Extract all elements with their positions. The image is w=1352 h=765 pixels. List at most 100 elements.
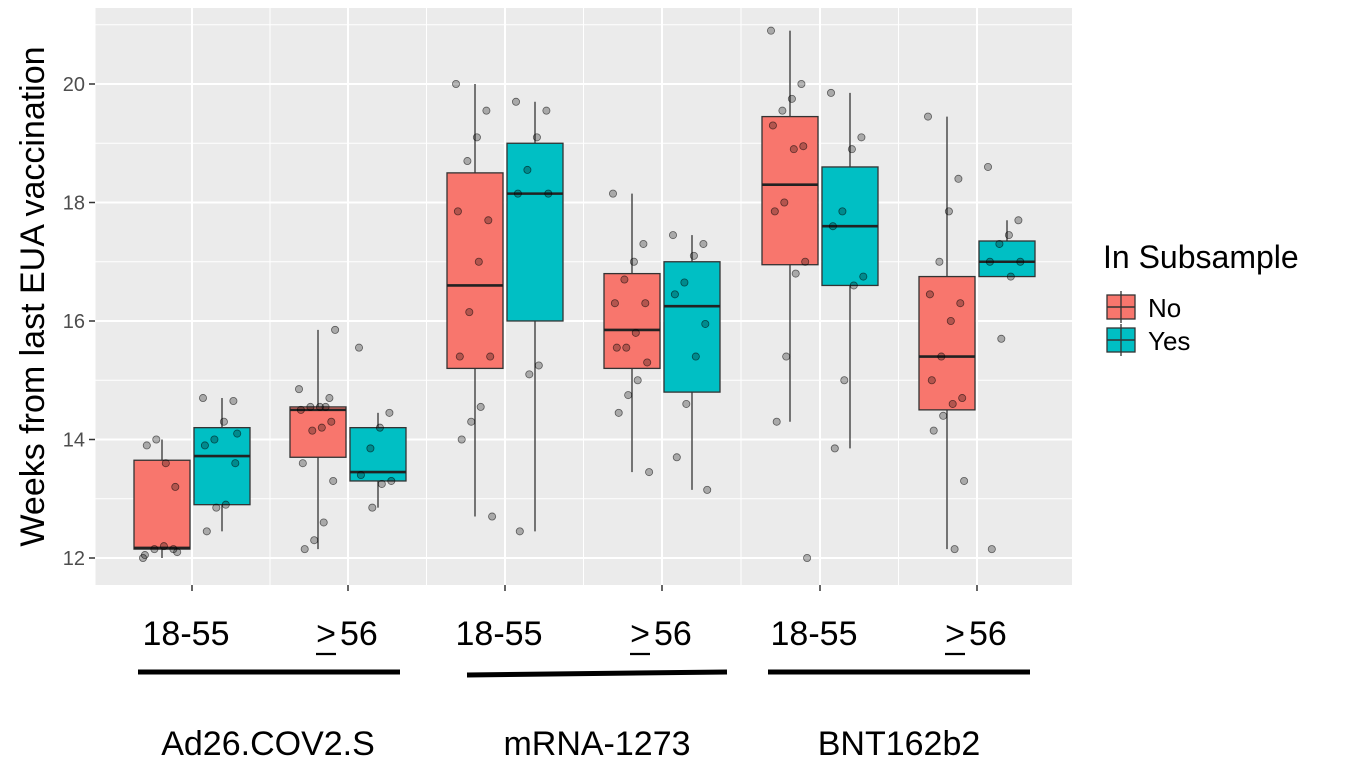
data-point: [453, 207, 462, 216]
data-point: [985, 257, 994, 266]
age-group-label: 18-55: [143, 615, 230, 653]
data-point: [960, 476, 969, 485]
data-point: [643, 358, 652, 367]
data-point: [488, 512, 497, 521]
data-point: [770, 207, 779, 216]
data-point: [767, 26, 776, 35]
age-group-label: 56: [969, 615, 1007, 653]
y-axis: 12 14 16 18 20: [63, 74, 95, 570]
x-axis: 18-55 >56 18-55 >56 18-55 >56 Ad26.COV2.S mRNA-…: [138, 585, 1030, 763]
data-point: [622, 343, 631, 352]
data-point: [799, 142, 808, 151]
data-point: [772, 417, 781, 426]
data-point: [329, 476, 338, 485]
data-point: [532, 133, 541, 142]
data-point: [944, 207, 953, 216]
data-point: [995, 239, 1004, 248]
data-point: [984, 162, 993, 171]
data-point: [609, 189, 618, 198]
box-no: [446, 84, 504, 517]
legend-key-yes: [1106, 324, 1136, 356]
data-point: [699, 239, 708, 248]
data-point: [624, 391, 633, 400]
data-point: [544, 189, 553, 198]
data-point: [1016, 257, 1025, 266]
data-point: [768, 121, 777, 130]
data-point: [849, 281, 858, 290]
data-point: [451, 80, 460, 89]
age-group-prefix: >: [630, 615, 650, 653]
box-body: [506, 142, 564, 322]
box-body: [446, 172, 504, 370]
data-point: [610, 299, 619, 308]
y-tick-label: 14: [63, 430, 85, 452]
box-yes: [506, 101, 564, 532]
data-point: [645, 468, 654, 477]
data-point: [161, 459, 170, 468]
data-point: [1014, 216, 1023, 225]
data-point: [472, 133, 481, 142]
data-point: [803, 554, 812, 563]
y-tick-label: 18: [63, 193, 85, 215]
data-point: [229, 396, 238, 405]
data-point: [791, 269, 800, 278]
data-point: [935, 257, 944, 266]
data-point: [542, 106, 551, 115]
box-body: [663, 261, 721, 393]
data-point: [319, 518, 328, 527]
data-point: [296, 405, 305, 414]
box-no: [761, 30, 819, 422]
data-point: [929, 426, 938, 435]
data-point: [325, 394, 334, 403]
data-point: [1004, 231, 1013, 240]
y-tick-label: 16: [63, 311, 85, 333]
data-point: [701, 319, 710, 328]
data-point: [455, 352, 464, 361]
data-point: [331, 325, 340, 334]
age-group-label: 56: [654, 615, 692, 653]
box-body: [761, 115, 819, 266]
data-point: [859, 272, 868, 281]
data-point: [377, 479, 386, 488]
data-point: [614, 408, 623, 417]
data-point: [956, 299, 965, 308]
box-body: [603, 272, 661, 370]
data-point: [629, 257, 638, 266]
data-point: [948, 399, 957, 408]
data-point: [484, 216, 493, 225]
vaccine-label: Ad26.COV2.S: [161, 725, 375, 763]
data-point: [317, 423, 326, 432]
data-point: [534, 361, 543, 370]
vaccine-label: BNT162b2: [818, 725, 981, 763]
data-point: [827, 88, 836, 97]
y-axis-label: Weeks from last EUA vaccination: [14, 46, 52, 546]
data-point: [385, 408, 394, 417]
data-point: [219, 417, 228, 426]
data-point: [691, 352, 700, 361]
age-group-label: 18-55: [456, 615, 543, 653]
data-point: [954, 174, 963, 183]
data-point: [778, 106, 787, 115]
data-point: [298, 459, 307, 468]
data-point: [680, 278, 689, 287]
data-point: [631, 328, 640, 337]
data-point: [354, 343, 363, 352]
data-point: [476, 402, 485, 411]
data-point: [150, 545, 159, 554]
data-point: [840, 376, 849, 385]
data-point: [315, 402, 324, 411]
data-point: [210, 435, 219, 444]
data-point: [1006, 272, 1015, 281]
data-point: [512, 97, 521, 106]
data-point: [457, 435, 466, 444]
data-point: [801, 257, 810, 266]
data-point: [513, 189, 522, 198]
data-point: [797, 80, 806, 89]
data-point: [987, 545, 996, 554]
data-point: [925, 290, 934, 299]
data-point: [838, 207, 847, 216]
age-group-label: 56: [340, 615, 378, 653]
box-no: [918, 116, 976, 550]
vaccine-label: mRNA-1273: [503, 725, 690, 763]
